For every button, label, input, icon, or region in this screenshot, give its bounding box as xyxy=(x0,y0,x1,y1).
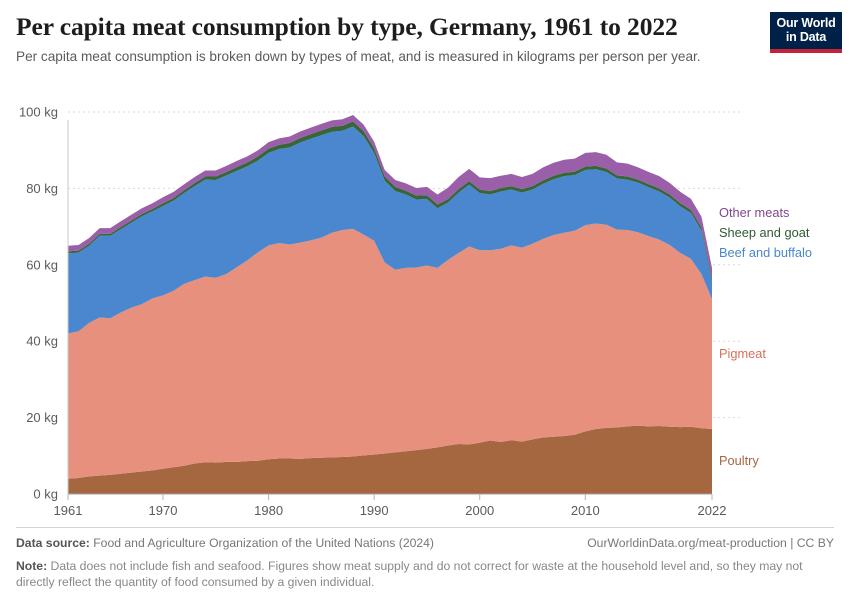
page-title: Per capita meat consumption by type, Ger… xyxy=(16,12,678,41)
chart-footer: Data source: Food and Agriculture Organi… xyxy=(16,527,836,591)
y-axis-tick-label: 40 kg xyxy=(26,334,58,349)
area-band-poultry[interactable] xyxy=(68,425,712,494)
x-axis-tick-label: 2010 xyxy=(571,503,600,518)
x-axis-tick-label: 2022 xyxy=(698,503,727,518)
data-source-label: Data source: xyxy=(16,536,90,550)
x-axis-tick-label: 2000 xyxy=(465,503,494,518)
chart-plot-area: 0 kg 20 kg 40 kg 60 kg 80 kg 100 kg 1961 1970 19… xyxy=(0,100,850,520)
source-url[interactable]: OurWorldinData.org/meat-production | CC … xyxy=(587,536,834,550)
data-source-value: Food and Agriculture Organization of the… xyxy=(93,536,434,550)
footer-divider xyxy=(16,527,834,528)
series-label-poultry[interactable]: Poultry xyxy=(719,453,759,468)
logo-line-2: in Data xyxy=(785,29,827,44)
logo-line-1: Our World xyxy=(776,16,836,30)
chart-header: Per capita meat consumption by type, Ger… xyxy=(16,12,752,67)
series-label-other-meats[interactable]: Other meats xyxy=(719,205,789,220)
y-axis-tick-label: 20 kg xyxy=(26,410,58,425)
area-band-pigmeat[interactable] xyxy=(68,223,712,479)
x-axis-tick-label: 1980 xyxy=(254,503,283,518)
series-label-sheep-and-goat[interactable]: Sheep and goat xyxy=(719,225,810,240)
x-axis-tick-label: 1990 xyxy=(360,503,389,518)
y-axis-tick-label: 60 kg xyxy=(26,257,58,272)
note-label: Note: xyxy=(16,559,48,573)
x-axis-tick-label: 1970 xyxy=(149,503,178,518)
area-band-beef-and-buffalo[interactable] xyxy=(68,126,712,334)
owid-logo[interactable]: Our World in Data xyxy=(770,12,842,53)
y-axis-tick-label: 80 kg xyxy=(26,181,58,196)
y-axis-tick-label: 100 kg xyxy=(19,105,58,120)
chart-note: Note: Data does not include fish and sea… xyxy=(16,558,816,591)
series-label-pigmeat[interactable]: Pigmeat xyxy=(719,346,766,361)
x-axis-tick-label: 1961 xyxy=(54,503,83,518)
stacked-area-chart: 0 kg 20 kg 40 kg 60 kg 80 kg 100 kg 1961 1970 19… xyxy=(19,105,812,519)
note-text: Data does not include fish and seafood. … xyxy=(16,559,803,590)
chart-subtitle: Per capita meat consumption is broken do… xyxy=(16,49,701,65)
data-source: Data source: Food and Agriculture Organi… xyxy=(16,536,434,550)
y-axis-tick-label: 0 kg xyxy=(33,487,58,502)
series-label-beef-and-buffalo[interactable]: Beef and buffalo xyxy=(719,245,812,260)
